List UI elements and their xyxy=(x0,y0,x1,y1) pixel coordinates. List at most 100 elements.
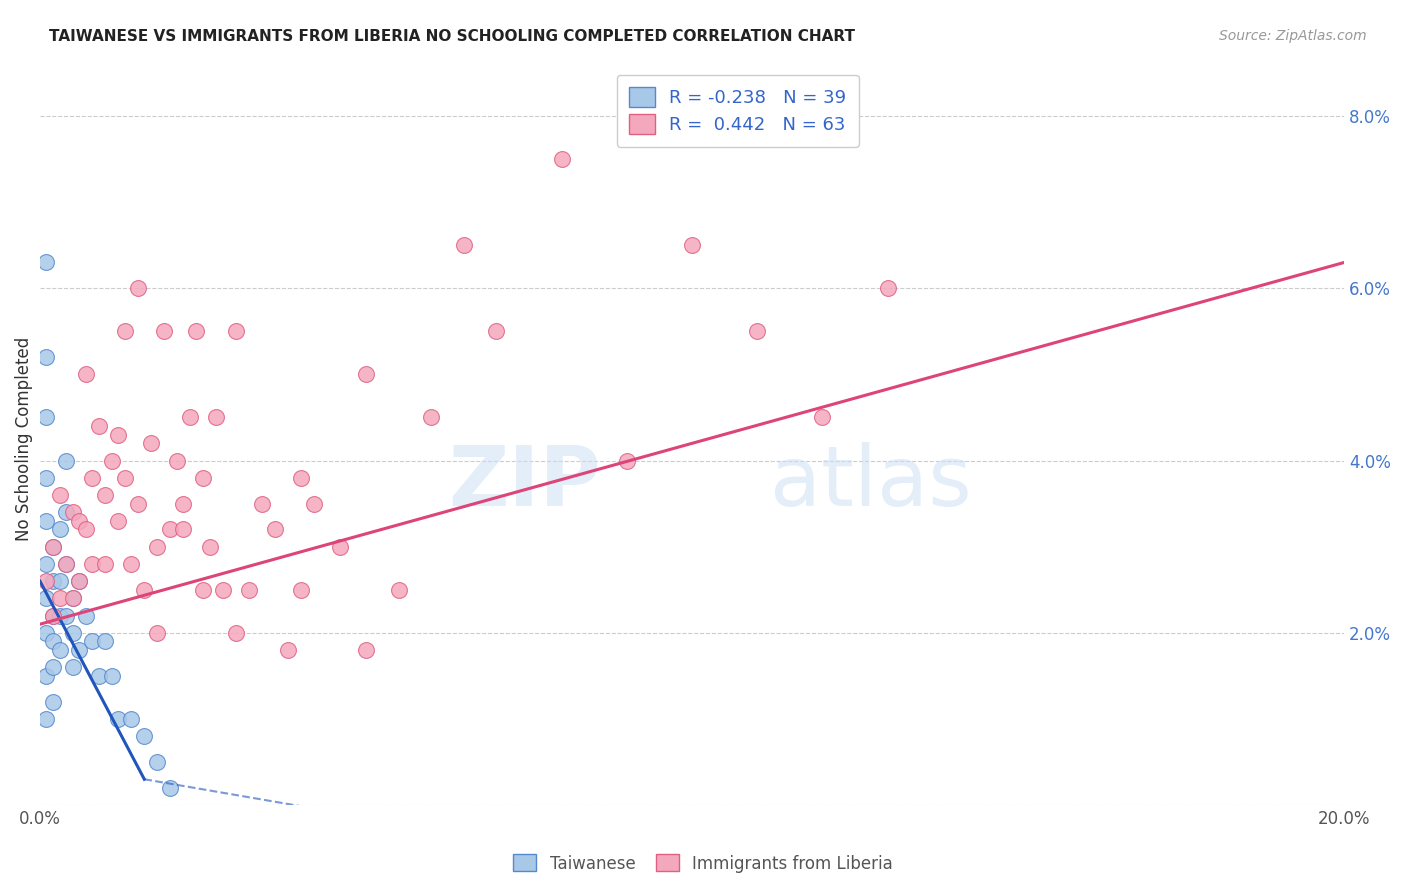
Point xyxy=(681,238,703,252)
Point xyxy=(485,324,508,338)
Point xyxy=(48,591,70,606)
Point xyxy=(67,574,90,589)
Point xyxy=(55,453,77,467)
Point xyxy=(225,324,247,338)
Point xyxy=(100,453,122,467)
Point xyxy=(191,471,214,485)
Point xyxy=(100,669,122,683)
Point xyxy=(35,712,58,726)
Point xyxy=(48,643,70,657)
Point xyxy=(172,497,194,511)
Point xyxy=(82,471,104,485)
Point xyxy=(35,669,58,683)
Point xyxy=(172,523,194,537)
Point xyxy=(62,591,84,606)
Point xyxy=(55,608,77,623)
Point xyxy=(127,497,149,511)
Point xyxy=(290,582,312,597)
Point xyxy=(42,660,65,674)
Point xyxy=(191,582,214,597)
Point xyxy=(107,427,129,442)
Point xyxy=(42,608,65,623)
Point xyxy=(48,523,70,537)
Point xyxy=(120,557,142,571)
Legend: R = -0.238   N = 39, R =  0.442   N = 63: R = -0.238 N = 39, R = 0.442 N = 63 xyxy=(617,75,859,147)
Point xyxy=(186,324,208,338)
Point xyxy=(55,557,77,571)
Point xyxy=(35,410,58,425)
Point xyxy=(107,514,129,528)
Point xyxy=(107,712,129,726)
Point xyxy=(179,410,201,425)
Point xyxy=(302,497,325,511)
Point xyxy=(211,582,233,597)
Point xyxy=(62,591,84,606)
Point xyxy=(75,368,97,382)
Point xyxy=(42,574,65,589)
Point xyxy=(42,540,65,554)
Point xyxy=(42,695,65,709)
Text: atlas: atlas xyxy=(770,442,972,524)
Point xyxy=(35,350,58,364)
Point xyxy=(876,281,898,295)
Point xyxy=(35,471,58,485)
Point xyxy=(134,582,156,597)
Point xyxy=(87,419,110,434)
Point xyxy=(48,574,70,589)
Point xyxy=(67,643,90,657)
Y-axis label: No Schooling Completed: No Schooling Completed xyxy=(15,337,32,541)
Point xyxy=(205,410,228,425)
Point xyxy=(329,540,352,554)
Point xyxy=(62,625,84,640)
Point xyxy=(747,324,769,338)
Point xyxy=(146,540,169,554)
Point xyxy=(159,780,181,795)
Point xyxy=(82,557,104,571)
Point xyxy=(94,557,117,571)
Point xyxy=(67,514,90,528)
Point xyxy=(198,540,221,554)
Point xyxy=(48,488,70,502)
Point xyxy=(134,729,156,743)
Point xyxy=(114,324,136,338)
Point xyxy=(35,625,58,640)
Point xyxy=(146,755,169,769)
Point xyxy=(62,505,84,519)
Point xyxy=(67,574,90,589)
Point xyxy=(94,634,117,648)
Point xyxy=(354,368,377,382)
Point xyxy=(35,574,58,589)
Point xyxy=(62,660,84,674)
Point xyxy=(354,643,377,657)
Text: Source: ZipAtlas.com: Source: ZipAtlas.com xyxy=(1219,29,1367,43)
Point xyxy=(263,523,285,537)
Point xyxy=(250,497,273,511)
Text: ZIP: ZIP xyxy=(449,442,600,524)
Point xyxy=(388,582,411,597)
Point xyxy=(225,625,247,640)
Point xyxy=(35,557,58,571)
Point xyxy=(146,625,169,640)
Point xyxy=(35,514,58,528)
Point xyxy=(120,712,142,726)
Point xyxy=(153,324,176,338)
Point xyxy=(42,540,65,554)
Point xyxy=(35,255,58,269)
Text: TAIWANESE VS IMMIGRANTS FROM LIBERIA NO SCHOOLING COMPLETED CORRELATION CHART: TAIWANESE VS IMMIGRANTS FROM LIBERIA NO … xyxy=(49,29,855,44)
Point xyxy=(55,505,77,519)
Point xyxy=(453,238,475,252)
Point xyxy=(159,523,181,537)
Point xyxy=(48,608,70,623)
Legend: Taiwanese, Immigrants from Liberia: Taiwanese, Immigrants from Liberia xyxy=(506,847,900,880)
Point xyxy=(166,453,188,467)
Point xyxy=(35,591,58,606)
Point xyxy=(114,471,136,485)
Point xyxy=(94,488,117,502)
Point xyxy=(238,582,260,597)
Point xyxy=(55,557,77,571)
Point xyxy=(127,281,149,295)
Point xyxy=(82,634,104,648)
Point xyxy=(75,523,97,537)
Point xyxy=(811,410,834,425)
Point xyxy=(139,436,162,450)
